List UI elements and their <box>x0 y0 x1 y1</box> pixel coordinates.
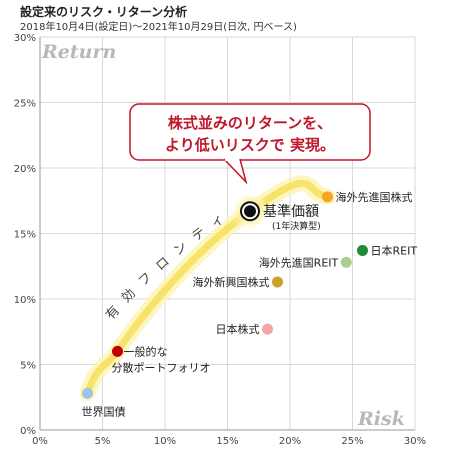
data-point <box>322 191 333 203</box>
data-point-label-line-2: 分散ポートフォリオ <box>112 360 211 374</box>
x-tick-label: 15% <box>216 436 238 447</box>
x-tick-label: 30% <box>404 436 426 447</box>
y-tick-label: 20% <box>14 164 36 175</box>
callout-line-2: より低いリスクで 実現。 <box>165 136 335 154</box>
data-point <box>272 276 283 288</box>
data-point <box>112 345 123 357</box>
data-point-label: 日本REIT <box>371 244 418 258</box>
risk-corner-label: Risk <box>357 408 405 430</box>
data-point <box>340 256 352 268</box>
x-tick-label: 10% <box>154 436 176 447</box>
y-tick-label: 10% <box>14 295 36 306</box>
fund-point-label: 基準価額 <box>263 203 319 220</box>
chart-title: 設定来のリスク・リターン分析 <box>20 5 188 19</box>
y-tick-label: 0% <box>20 426 36 437</box>
fund-point <box>244 205 256 218</box>
return-corner-label: Return <box>41 41 116 63</box>
fund-point-note: (1年決算型) <box>272 220 321 232</box>
data-point <box>357 245 368 257</box>
x-tick-label: 20% <box>279 436 301 447</box>
x-tick-label: 0% <box>32 436 48 447</box>
y-tick-label: 30% <box>14 33 36 44</box>
data-point-label: 海外新興国株式 <box>193 275 270 289</box>
data-point-label: 海外先進国REIT <box>259 255 339 269</box>
data-point-label: 一般的な <box>124 344 168 358</box>
callout-tail <box>223 158 248 185</box>
data-point <box>82 387 93 399</box>
callout-box <box>129 103 371 161</box>
y-tick-label: 15% <box>14 230 36 241</box>
y-tick-label: 5% <box>20 361 36 372</box>
data-point-label: 海外先進国株式 <box>336 190 413 204</box>
callout: 株式並みのリターンを、 より低いリスクで 実現。 <box>129 103 371 185</box>
data-point-label: 日本株式 <box>216 322 260 336</box>
frontier-curve <box>84 179 331 397</box>
data-point <box>262 323 273 335</box>
chart-subtitle: 2018年10月4日(設定日)～2021年10月29日(日次, 円ベース) <box>20 22 297 33</box>
callout-line-1: 株式並みのリターンを、 <box>168 114 332 132</box>
data-point-label: 世界国債 <box>82 404 126 418</box>
frontier-label: 有 効 フ ロ ン テ ィ ア <box>0 0 236 323</box>
x-tick-label: 25% <box>341 436 363 447</box>
y-tick-label: 25% <box>14 99 36 110</box>
x-tick-label: 5% <box>95 436 111 447</box>
tick-labels: 0% 5% 10% 15% 20% 25% 30% 0% 5% 10% 15% 20% 25% 30% <box>14 33 426 447</box>
